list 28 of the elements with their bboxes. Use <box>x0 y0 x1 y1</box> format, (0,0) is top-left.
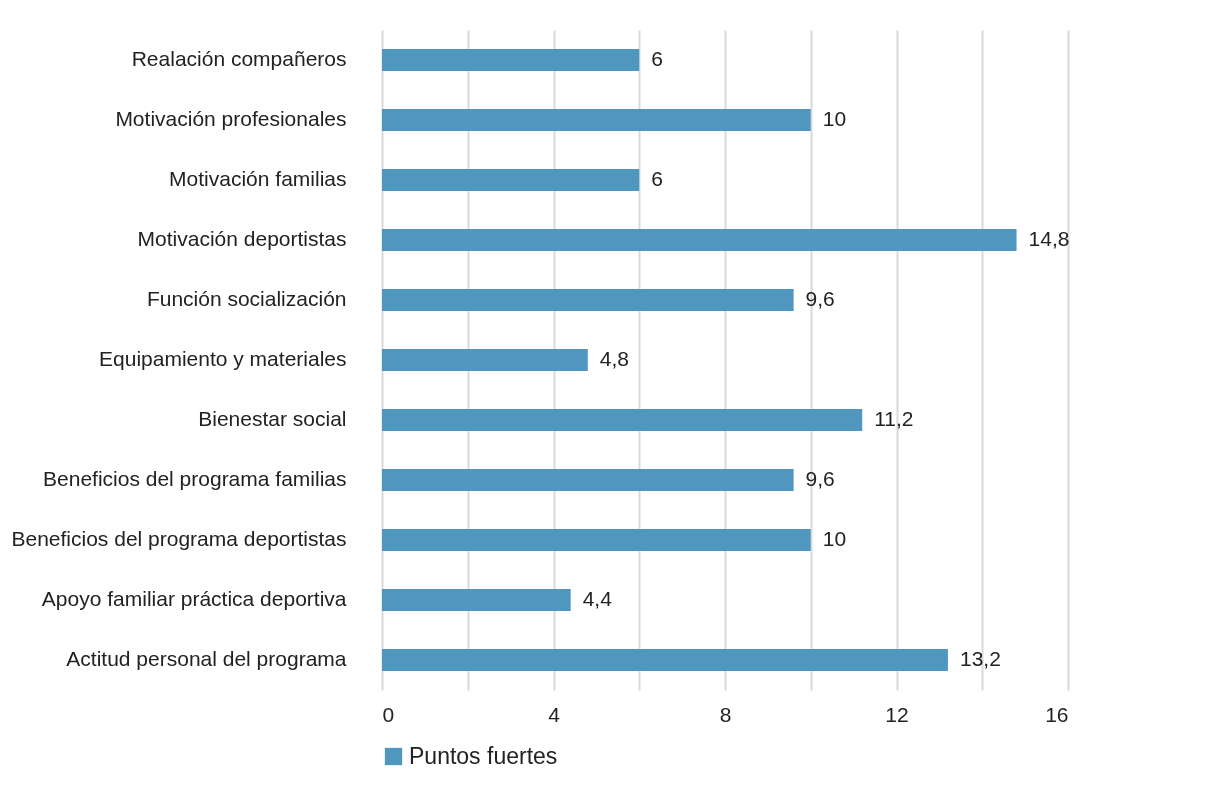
y-tick-label: Bienestar social <box>198 407 347 430</box>
y-tick-label: Motivación deportistas <box>137 227 347 250</box>
data-label: 9,6 <box>805 467 835 490</box>
y-tick-label: Beneficios del programa deportistas <box>11 527 347 550</box>
x-tick-label: 16 <box>1045 702 1069 726</box>
y-tick-label: Actitud personal del programa <box>66 647 347 670</box>
data-label: 10 <box>822 107 847 130</box>
data-label: 6 <box>651 47 663 70</box>
x-tick-label: 8 <box>719 702 732 726</box>
data-label: 10 <box>822 527 847 550</box>
y-tick-label: Motivación profesionales <box>115 107 347 130</box>
y-tick-label: Función socialización <box>146 287 347 310</box>
data-label: 4,8 <box>599 347 629 370</box>
data-label: 6 <box>651 167 663 190</box>
data-label: 4,4 <box>582 587 613 610</box>
legend-label: Puntos fuertes <box>409 742 558 769</box>
data-label: 14,8 <box>1028 227 1070 250</box>
y-tick-label: Apoyo familiar práctica deportiva <box>41 587 347 610</box>
y-tick-label: Beneficios del programa familias <box>43 467 347 490</box>
data-label: 13,2 <box>959 647 1001 670</box>
data-label: 11,2 <box>874 407 914 430</box>
x-tick-label: 0 <box>382 702 395 726</box>
x-tick-label: 4 <box>548 702 561 726</box>
data-label: 9,6 <box>805 287 835 310</box>
x-tick-label: 12 <box>885 702 909 726</box>
y-tick-label: Equipamiento y materiales <box>99 347 347 370</box>
y-tick-label: Motivación familias <box>169 167 347 190</box>
y-tick-label: Realación compañeros <box>131 47 347 70</box>
